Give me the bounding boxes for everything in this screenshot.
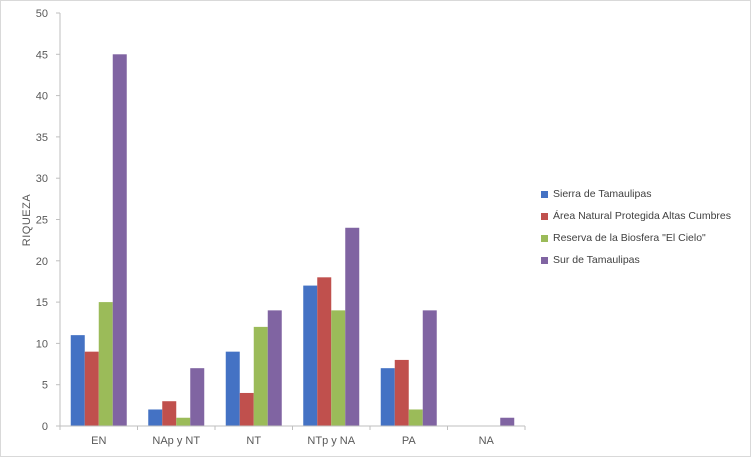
bar: [317, 277, 332, 426]
legend-swatch: [541, 256, 548, 264]
legend-label: Reserva de la Biosfera "El Cielo": [553, 232, 706, 244]
legend-item: Área Natural Protegida Altas Cumbres: [541, 205, 731, 227]
legend-label: Sierra de Tamaulipas: [553, 188, 652, 200]
y-tick-label: 35: [36, 132, 48, 144]
bar: [162, 401, 177, 426]
x-tick-label: NT: [246, 435, 261, 447]
bar: [176, 417, 191, 426]
bar: [380, 368, 395, 426]
x-tick-label: NTp y NA: [307, 435, 355, 447]
legend-label: Área Natural Protegida Altas Cumbres: [553, 210, 732, 222]
bar: [225, 351, 240, 426]
legend-item: Reserva de la Biosfera "El Cielo": [541, 227, 731, 249]
y-tick-label: 30: [36, 173, 48, 185]
y-tick-label: 20: [36, 256, 48, 268]
bar: [422, 310, 437, 426]
y-tick-label: 10: [36, 338, 48, 350]
bar: [190, 368, 205, 426]
y-tick-label: 40: [36, 91, 48, 103]
y-tick-label: 0: [42, 421, 48, 433]
legend-swatch: [541, 212, 548, 220]
x-tick-label: NA: [479, 435, 495, 447]
bar: [148, 409, 163, 426]
x-tick-label: PA: [402, 435, 417, 447]
bar: [98, 302, 113, 426]
bar: [394, 359, 409, 426]
y-tick-label: 25: [36, 215, 48, 227]
bar: [303, 285, 318, 426]
bar: [500, 417, 515, 426]
legend-item: Sierra de Tamaulipas: [541, 183, 731, 205]
x-tick-label: EN: [91, 435, 106, 447]
y-tick-label: 50: [36, 8, 48, 20]
legend-label: Sur de Tamaulipas: [553, 254, 640, 266]
bar: [345, 227, 360, 426]
bar: [253, 326, 268, 426]
y-tick-label: 45: [36, 49, 48, 61]
legend-swatch: [541, 190, 548, 198]
bar: [84, 351, 99, 426]
bar: [408, 409, 423, 426]
bars: [70, 54, 515, 427]
bar: [331, 310, 346, 426]
bar: [267, 310, 282, 426]
y-axis-ticks: 0 5 10 15 20 25 30 35 40 45 50: [36, 8, 60, 433]
legend-swatch: [541, 234, 548, 242]
x-axis-ticks: EN NAp y NT NT NTp y NA PA NA: [59, 426, 526, 447]
y-axis-title: RIQUEZA: [21, 194, 33, 247]
bar: [239, 392, 254, 426]
y-tick-label: 15: [36, 297, 48, 309]
legend: Sierra de Tamaulipas Área Natural Protegi…: [541, 183, 731, 271]
x-tick-label: NAp y NT: [152, 435, 200, 447]
bar: [112, 54, 127, 427]
legend-item: Sur de Tamaulipas: [541, 249, 731, 271]
y-tick-label: 5: [42, 380, 48, 392]
bar: [70, 335, 85, 426]
